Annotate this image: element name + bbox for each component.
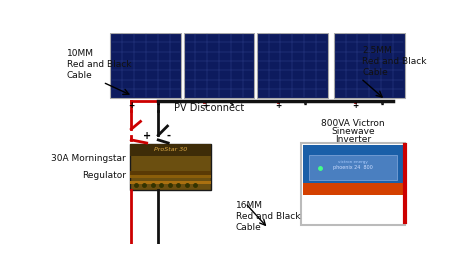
Text: -: -: [157, 101, 160, 110]
Text: 800VA Victron: 800VA Victron: [321, 119, 385, 128]
Text: -: -: [230, 101, 233, 110]
Text: +: +: [143, 131, 151, 141]
Bar: [130, 181, 210, 184]
Bar: [183, 33, 255, 98]
Bar: [303, 145, 403, 195]
Text: -: -: [381, 101, 383, 110]
Text: 2.5MM
Red and Black
Cable: 2.5MM Red and Black Cable: [362, 45, 427, 77]
Text: -: -: [166, 131, 170, 141]
Text: ProStar 30: ProStar 30: [154, 147, 187, 152]
Bar: [110, 33, 182, 98]
Text: Sinewave: Sinewave: [331, 127, 375, 136]
Text: +: +: [352, 101, 358, 110]
Text: +: +: [128, 101, 135, 110]
Bar: [309, 155, 397, 180]
Bar: [130, 144, 210, 156]
Bar: [257, 33, 328, 98]
Bar: [130, 175, 210, 178]
Text: Regulator: Regulator: [82, 171, 126, 180]
Text: phoenix 24  800: phoenix 24 800: [333, 165, 373, 170]
Bar: [334, 33, 405, 98]
Bar: [303, 184, 403, 195]
Text: 30A Morningstar: 30A Morningstar: [51, 154, 126, 163]
Text: -: -: [303, 101, 307, 110]
Text: Inverter: Inverter: [335, 135, 371, 144]
Text: +: +: [202, 101, 208, 110]
Bar: [130, 172, 210, 175]
Text: 16MM
Red and Black
Cable: 16MM Red and Black Cable: [236, 201, 301, 232]
Text: 10MM
Red and Black
Cable: 10MM Red and Black Cable: [66, 49, 131, 80]
Bar: [130, 144, 210, 190]
Text: +: +: [275, 101, 281, 110]
Text: PV Disconnect: PV Disconnect: [173, 103, 244, 113]
Bar: [301, 143, 405, 225]
Text: victron energy: victron energy: [337, 160, 367, 164]
Bar: [303, 183, 403, 195]
